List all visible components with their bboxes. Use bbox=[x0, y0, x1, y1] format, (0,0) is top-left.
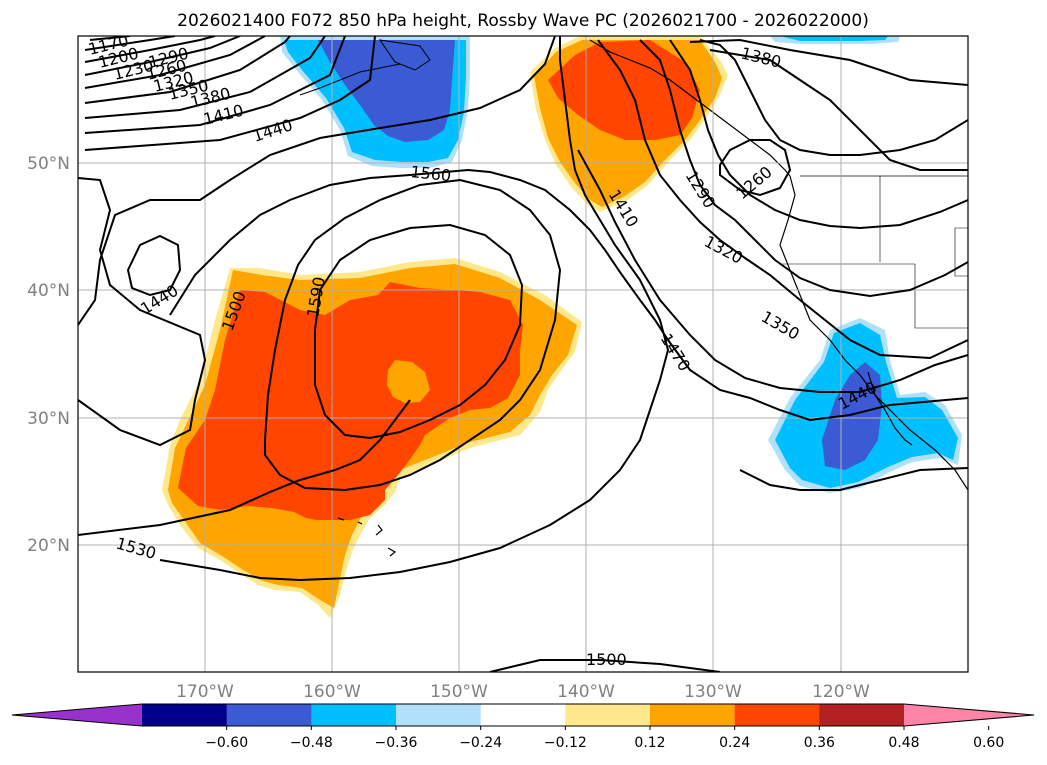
negative-anomaly-aleutians bbox=[280, 36, 470, 168]
lon-label: 160°W bbox=[303, 682, 361, 702]
lon-label: 130°W bbox=[684, 682, 742, 702]
height-contours bbox=[78, 36, 968, 672]
colorbar-tick-label: 0.36 bbox=[804, 735, 835, 751]
colorbar-swatch bbox=[819, 704, 905, 726]
colorbar-swatch bbox=[650, 704, 736, 726]
colorbar-swatch bbox=[734, 704, 820, 726]
plot-frame bbox=[77, 35, 969, 673]
colorbar-tick-label: −0.48 bbox=[290, 735, 333, 751]
colorbar-swatch bbox=[565, 704, 651, 726]
lon-label: 170°W bbox=[176, 682, 234, 702]
colorbar-tick-label: −0.24 bbox=[459, 735, 502, 751]
colorbar-extend-max bbox=[904, 704, 1034, 726]
colorbar-swatch bbox=[226, 704, 312, 726]
contour-label: 1500 bbox=[586, 650, 627, 669]
map-title: 2026021400 F072 850 hPa height, Rossby W… bbox=[177, 11, 869, 31]
lat-label: 20°N bbox=[27, 536, 70, 556]
lon-label: 140°W bbox=[557, 682, 615, 702]
latitude-labels: 50°N 40°N 30°N 20°N bbox=[27, 154, 70, 556]
colorbar-outline bbox=[11, 703, 1035, 727]
lat-label: 40°N bbox=[27, 281, 70, 301]
colorbar-tick-label: 0.48 bbox=[888, 735, 919, 751]
colorbar-extend-min bbox=[12, 704, 142, 726]
longitude-labels: 170°W 160°W 150°W 140°W 130°W 120°W bbox=[176, 682, 870, 702]
colorbar-tick-label: 0.12 bbox=[634, 735, 665, 751]
colorbar: −0.60 −0.48 −0.36 −0.24 −0.12 0.12 0.24 0.36 0.4… bbox=[11, 703, 1035, 751]
colorbar-swatch bbox=[396, 704, 482, 726]
colorbar-tick-label: −0.36 bbox=[375, 735, 418, 751]
colorbar-tick-label: −0.12 bbox=[544, 735, 587, 751]
lat-label: 30°N bbox=[27, 409, 70, 429]
negative-anomaly-arctic bbox=[770, 36, 900, 44]
lat-label: 50°N bbox=[27, 154, 70, 174]
lon-label: 120°W bbox=[812, 682, 870, 702]
plot-area: 1170 1200 1230 1260 1290 1320 1350 1380 … bbox=[78, 36, 968, 672]
lon-label: 150°W bbox=[430, 682, 488, 702]
colorbar-tick-label: 0.24 bbox=[719, 735, 750, 751]
colorbar-tick-label: 0.60 bbox=[973, 735, 1004, 751]
colorbar-swatch bbox=[480, 704, 566, 726]
colorbar-swatch bbox=[311, 704, 397, 726]
colorbar-swatch bbox=[142, 704, 228, 726]
gridlines bbox=[78, 36, 968, 672]
contour-label: 1560 bbox=[410, 162, 452, 185]
colorbar-tick-label: −0.60 bbox=[205, 735, 248, 751]
